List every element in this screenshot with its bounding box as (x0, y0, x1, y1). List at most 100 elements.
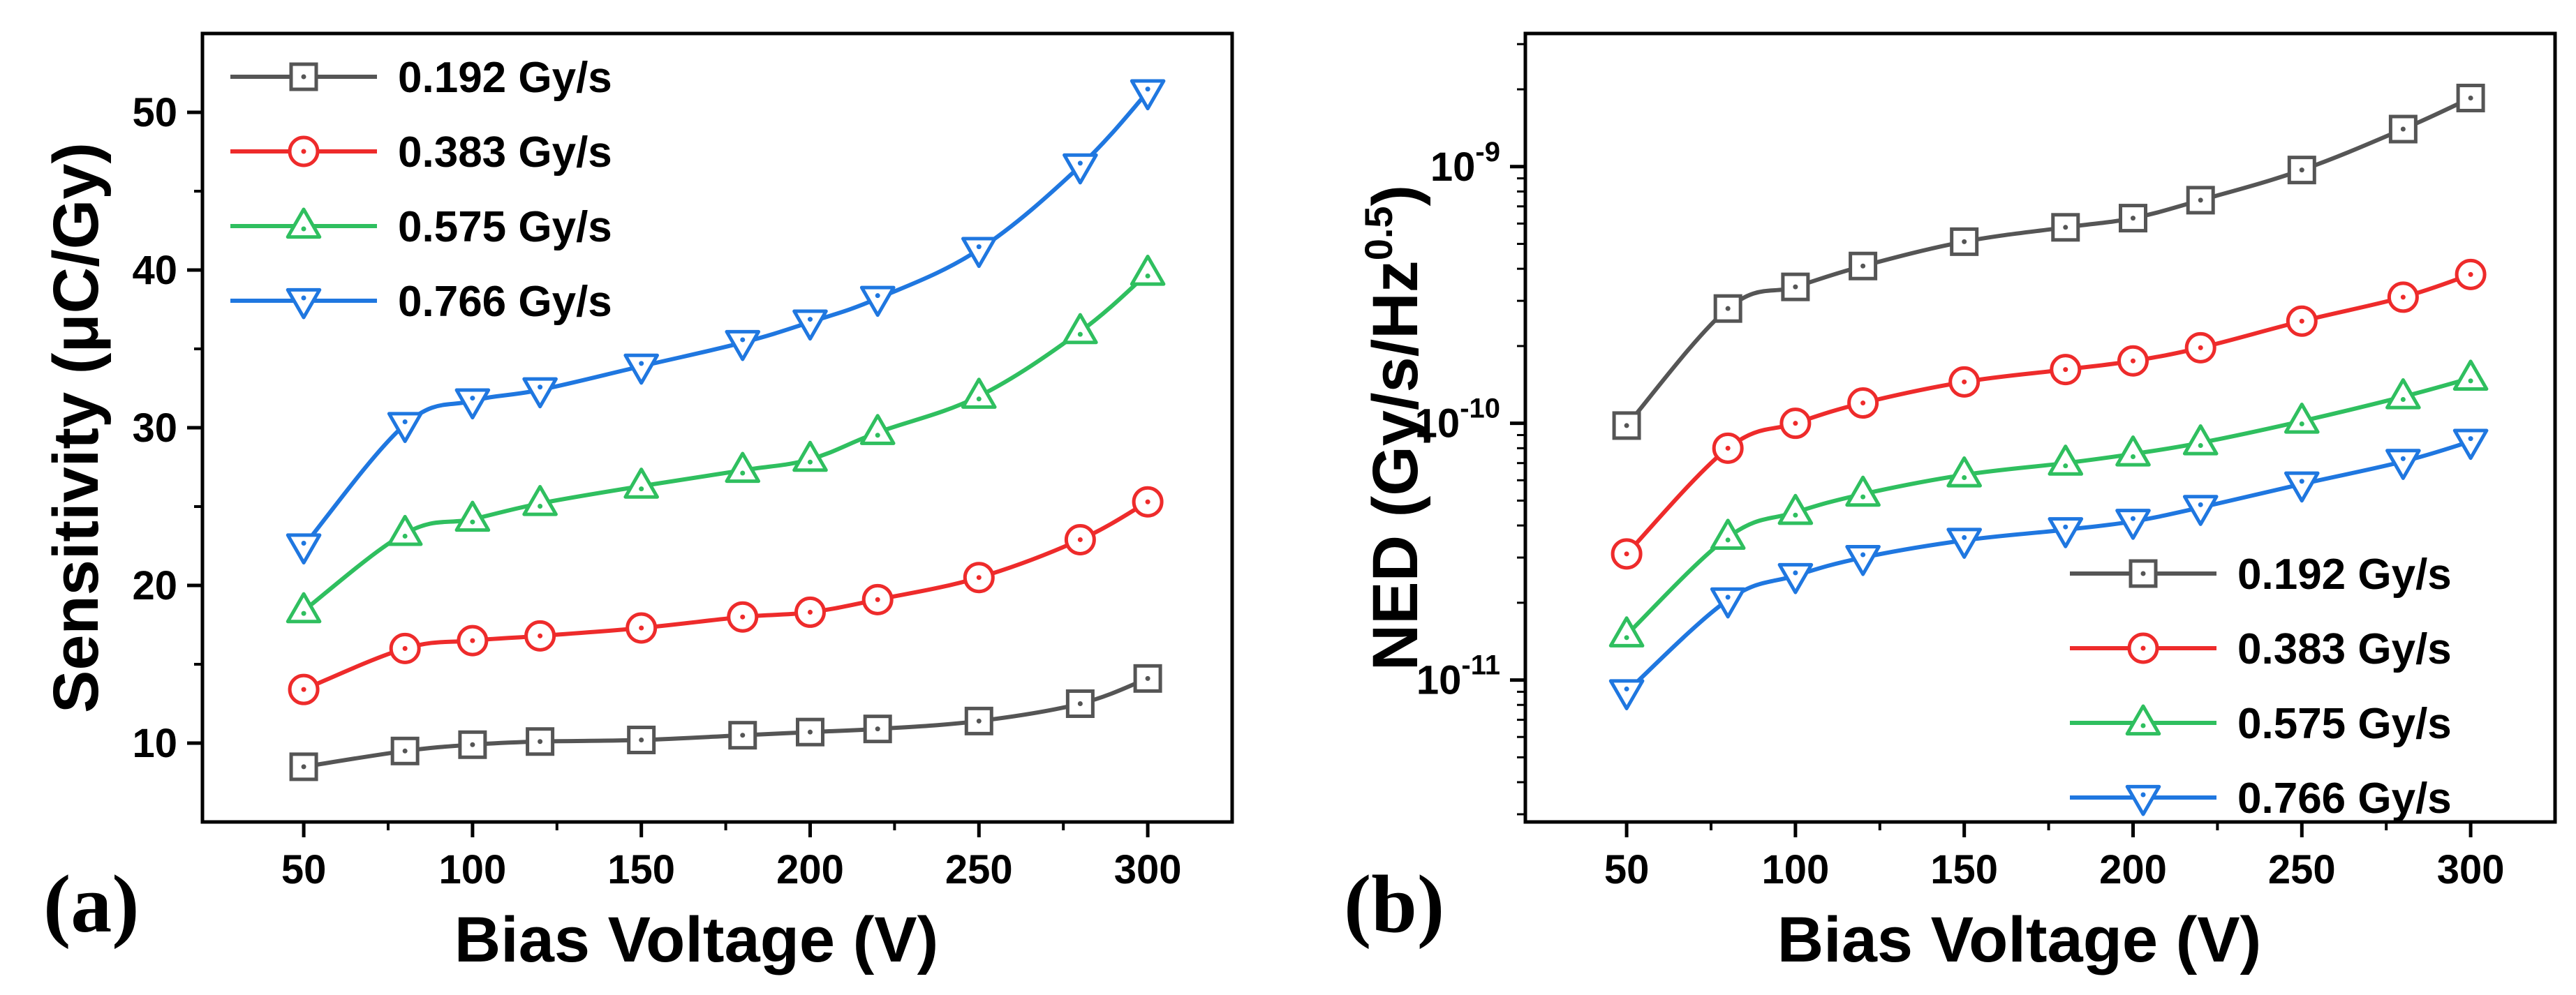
data-point (1946, 528, 1982, 559)
data-point (522, 377, 558, 409)
data-point (1063, 153, 1098, 185)
data-point-dot (1793, 421, 1798, 426)
data-point (2283, 471, 2320, 503)
data-point (1777, 562, 1814, 594)
data-point-dot (301, 764, 306, 770)
legend-label: 0.575 Gy/s (2237, 700, 2452, 748)
data-point-dot (1962, 379, 1967, 384)
data-point (863, 715, 892, 744)
data-point-dot (1962, 239, 1967, 244)
x-tick-label: 200 (776, 847, 844, 892)
data-point (859, 414, 896, 445)
data-point (2051, 213, 2080, 242)
data-point (2115, 509, 2151, 540)
data-point (387, 514, 423, 546)
series-line (1624, 96, 2472, 427)
data-point (623, 353, 659, 385)
data-point-dot (301, 687, 306, 692)
data-point (1608, 679, 1645, 710)
series-0-575-Gy-s (286, 255, 1166, 624)
data-point-dot (875, 433, 880, 438)
legend-entry: 0.575 Gy/s (2070, 700, 2452, 748)
legend-entry: 0.575 Gy/s (230, 203, 612, 251)
chart-panel-a: 50 100 150 200 250 300 10 20 30 40 50 Bias Voltage … (40, 31, 1234, 975)
data-point-dot (2299, 479, 2304, 484)
data-point (286, 592, 322, 624)
data-point (961, 237, 997, 269)
data-point-dot (976, 718, 982, 724)
x-tick-label: 50 (281, 847, 327, 892)
data-point-dot (1077, 537, 1083, 542)
data-point-dot (2130, 216, 2135, 221)
data-point-dot (2400, 294, 2406, 300)
y-tick-label: 10-11 (1416, 650, 1500, 703)
data-point-dot (1725, 594, 1731, 600)
series-line (1624, 376, 2471, 636)
data-point-dot (2130, 454, 2135, 460)
series-line (1625, 439, 2471, 694)
data-point (1845, 544, 1881, 576)
data-point (458, 730, 487, 759)
data-point-dot (2299, 318, 2304, 324)
data-point-dot (470, 742, 475, 747)
data-point-dot (639, 486, 644, 492)
data-point (725, 451, 761, 484)
series-0-575-Gy-s (1608, 359, 2489, 648)
data-point-dot (639, 361, 644, 366)
data-point-dot (2130, 358, 2135, 364)
data-point (792, 309, 828, 341)
data-point-dot (2468, 436, 2473, 442)
data-point-dot (470, 396, 475, 401)
data-point-dot (1725, 306, 1731, 311)
panel-label: (b) (1344, 858, 1444, 950)
data-point-dot (1962, 534, 1967, 540)
data-point-dot (1860, 263, 1866, 269)
data-point-dot (1145, 87, 1150, 92)
x-tick-label: 100 (1761, 847, 1829, 892)
data-point-dot (1624, 551, 1629, 557)
legend-marker-dot (2140, 723, 2146, 728)
data-point (1781, 272, 1810, 301)
x-tick-label: 50 (1604, 847, 1650, 892)
data-point-dot (538, 503, 543, 509)
data-point (2182, 495, 2219, 526)
data-point-dot (538, 384, 543, 390)
series-line (1624, 272, 2472, 555)
data-point (522, 484, 558, 516)
data-point-dot (2063, 524, 2068, 530)
data-point (623, 467, 659, 499)
data-point-dot (1725, 445, 1731, 451)
data-point-dot (2198, 502, 2203, 507)
data-point (387, 412, 423, 443)
data-point-dot (1624, 686, 1629, 691)
data-point-dot (1145, 675, 1150, 681)
legend-marker (2125, 784, 2161, 816)
data-point (792, 440, 828, 472)
x-tick-label: 300 (1114, 847, 1182, 892)
data-point-dot (2198, 443, 2203, 449)
series-0-383-Gy-s (1611, 258, 2487, 570)
legend-label: 0.383 Gy/s (398, 128, 612, 177)
legend-marker-dot (2140, 792, 2146, 798)
series-0-192-Gy-s (289, 664, 1162, 781)
data-point-dot (976, 244, 982, 250)
data-point-dot (807, 459, 813, 465)
data-point-dot (1145, 499, 1150, 504)
y-axis-title: NED (Gy/s/Hz0.5) (1356, 185, 1431, 671)
data-point-dot (2063, 463, 2068, 469)
legend-marker-dot (2140, 645, 2146, 651)
y-tick-label: 30 (132, 405, 177, 451)
data-point-dot (470, 638, 475, 643)
data-point (2385, 377, 2421, 410)
data-point-dot (2299, 167, 2304, 173)
data-point-dot (2063, 225, 2068, 230)
data-point-dot (301, 611, 306, 616)
data-point-dot (2468, 271, 2473, 277)
legend-marker (2125, 704, 2161, 736)
data-point-dot (402, 419, 408, 424)
legend-entry: 0.192 Gy/s (2070, 551, 2452, 599)
data-point-dot (1624, 423, 1629, 428)
data-point (1710, 587, 1746, 619)
data-point (1130, 79, 1166, 111)
data-point-dot (2198, 197, 2203, 203)
